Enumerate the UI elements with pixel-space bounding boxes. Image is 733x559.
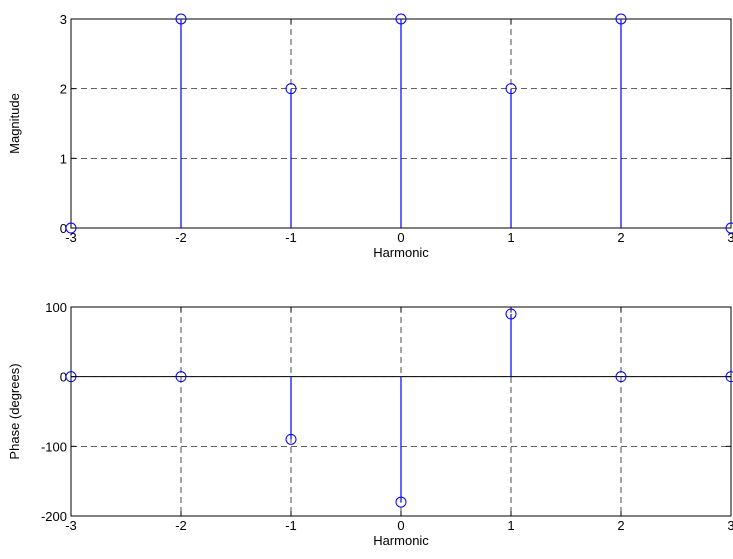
- stem-marker: [285, 83, 297, 95]
- stem-marker: [395, 13, 407, 25]
- stem-marker: [615, 371, 627, 383]
- x-tick-label: -2: [175, 230, 187, 245]
- stem-marker: [285, 433, 297, 445]
- x-tick-label: 2: [617, 518, 624, 533]
- y-tick-label: 100: [45, 300, 67, 315]
- y-axis-label: Magnitude: [7, 93, 22, 154]
- x-axis-label: Harmonic: [373, 533, 429, 548]
- x-tick-label: 2: [617, 230, 624, 245]
- y-axis-label: Phase (degrees): [7, 363, 22, 459]
- x-tick-label: -3: [65, 518, 77, 533]
- x-axis-label: Harmonic: [373, 245, 429, 260]
- y-tick-label: -200: [41, 509, 67, 524]
- x-tick-label: 1: [507, 518, 514, 533]
- y-tick-label: 1: [60, 151, 67, 166]
- x-tick-label: -1: [285, 518, 297, 533]
- stem-marker: [65, 222, 77, 234]
- stem-marker: [725, 371, 733, 383]
- x-tick-label: 3: [727, 518, 733, 533]
- y-tick-label: 0: [60, 221, 67, 236]
- x-tick-label: 1: [507, 230, 514, 245]
- x-tick-label: -2: [175, 518, 187, 533]
- x-tick-label: -3: [65, 230, 77, 245]
- x-tick-label: 0: [397, 518, 404, 533]
- phase-subplot: -3 -2 -1 0 1 2 3 -200 -100 0 100 Harmonic Phase (deg…: [7, 300, 733, 548]
- y-tick-label: 0: [60, 370, 67, 385]
- x-tick-label: 0: [397, 230, 404, 245]
- stem-marker: [175, 13, 187, 25]
- stem-marker: [395, 496, 407, 508]
- stem-marker: [725, 222, 733, 234]
- stem-marker: [505, 83, 517, 95]
- stem-marker: [65, 371, 77, 383]
- stem-marker: [615, 13, 627, 25]
- magnitude-subplot: -3 -2 -1 0 1 2 3 0 1 2 3 Harmonic Magnitude: [7, 12, 733, 260]
- y-tick-label: 2: [60, 82, 67, 97]
- stem-marker: [505, 308, 517, 320]
- stem-marker: [175, 371, 187, 383]
- x-tick-label: -1: [285, 230, 297, 245]
- y-tick-label: 3: [60, 12, 67, 27]
- y-tick-label: -100: [41, 439, 67, 454]
- x-tick-label: 3: [727, 230, 733, 245]
